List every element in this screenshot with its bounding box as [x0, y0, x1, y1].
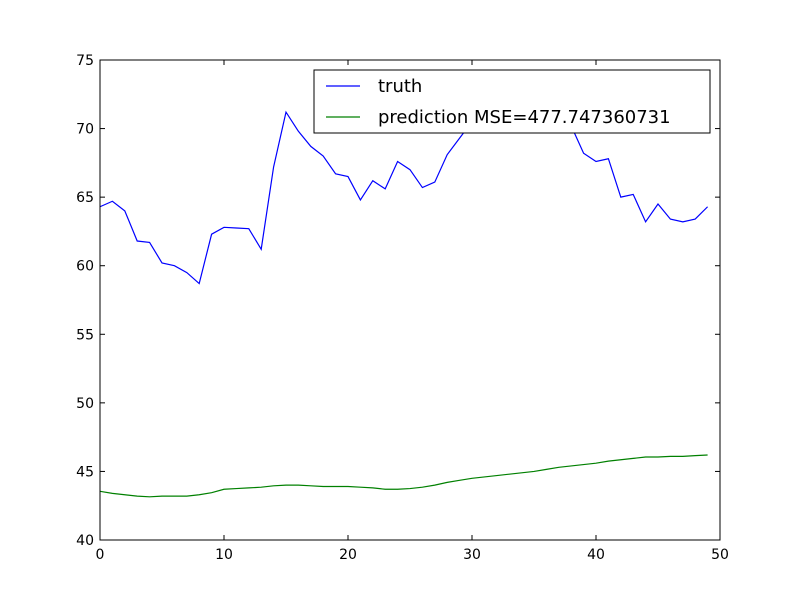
y-tick-label: 70: [76, 122, 94, 138]
series-line-truth: [100, 89, 709, 285]
y-tick-label: 55: [76, 327, 94, 343]
y-tick-label: 75: [76, 53, 94, 69]
x-tick-label: 0: [96, 547, 105, 563]
y-tick-label: 45: [76, 464, 94, 480]
x-tick-label: 20: [339, 547, 357, 563]
legend: truth prediction MSE=477.747360731: [313, 69, 711, 134]
x-tick-label: 40: [587, 547, 605, 563]
y-tick-label: 60: [76, 259, 94, 275]
x-tick-label: 10: [215, 547, 233, 563]
x-tick-label: 30: [463, 547, 481, 563]
y-tick-label: 65: [76, 190, 94, 206]
legend-box: [313, 69, 711, 134]
x-tick-label: 50: [711, 547, 729, 563]
y-tick-label: 50: [76, 396, 94, 412]
plot-frame: [99, 59, 721, 541]
legend-label-truth: truth: [378, 76, 422, 97]
series-line-prediction: [100, 454, 708, 498]
series-layer: [100, 89, 709, 498]
axis-layer: 0 10 20 30 40 50 40 45 50 55 60 65 70 75: [76, 53, 729, 563]
legend-label-prediction: prediction MSE=477.747360731: [378, 107, 671, 128]
y-tick-label: 40: [76, 533, 94, 549]
